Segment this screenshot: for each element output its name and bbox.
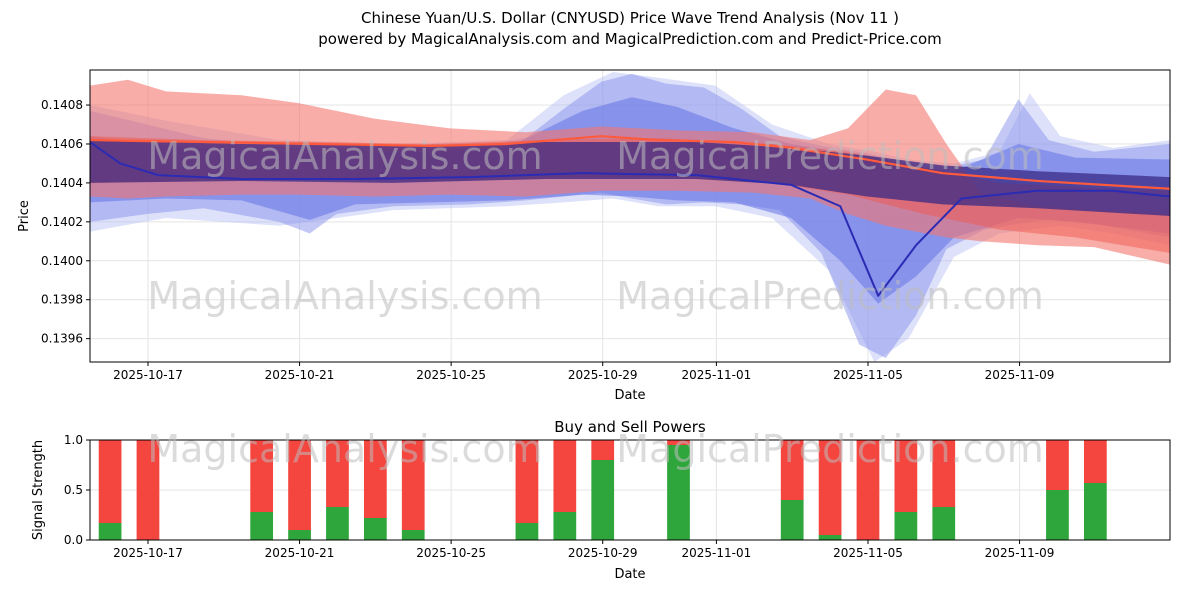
sell-power-bar bbox=[780, 440, 804, 500]
sell-power-bar bbox=[326, 440, 349, 507]
sell-power-bar bbox=[98, 440, 122, 523]
buy-power-bar bbox=[401, 530, 425, 540]
sell-power-bar bbox=[856, 440, 880, 540]
buy-power-bar bbox=[363, 518, 387, 540]
y-tick-label: 0.1402 bbox=[41, 215, 83, 229]
price-y-axis-label: Price bbox=[17, 200, 32, 232]
y-tick-label: 0.1400 bbox=[41, 254, 83, 268]
sell-power-bar bbox=[136, 440, 160, 540]
x-tick-label: 2025-10-25 bbox=[416, 368, 486, 382]
buy-power-bar bbox=[932, 507, 956, 540]
y-tick-label: 0.1408 bbox=[41, 98, 83, 112]
power-y-axis-label: Signal Strength bbox=[31, 440, 46, 540]
sell-power-bar bbox=[515, 440, 539, 523]
power-chart-title: Buy and Sell Powers bbox=[554, 418, 706, 436]
power-axes: 2025-10-17 2025-10-21 2025-10-25 2025-10-29… bbox=[64, 433, 1171, 560]
sell-power-bar bbox=[667, 440, 690, 445]
x-tick-label: 2025-10-17 bbox=[113, 368, 183, 382]
buy-power-bar bbox=[1083, 483, 1107, 540]
chart-subtitle: powered by MagicalAnalysis.com and Magic… bbox=[318, 30, 942, 48]
x-tick-label: 2025-10-17 bbox=[113, 546, 183, 560]
sell-trend-line bbox=[89, 135, 1171, 190]
x-tick-label: 2025-11-05 bbox=[833, 368, 903, 382]
x-tick-label: 2025-11-05 bbox=[833, 546, 903, 560]
buy-power-bar bbox=[250, 512, 274, 540]
sell-power-bar bbox=[553, 440, 577, 512]
chart-main-title: Chinese Yuan/U.S. Dollar (CNYUSD) Price … bbox=[360, 9, 900, 27]
trend-core-band bbox=[90, 140, 1170, 216]
y-tick-label: 1.0 bbox=[64, 433, 83, 447]
price-plot-area bbox=[89, 71, 1171, 363]
buy-power-bar bbox=[780, 500, 804, 540]
x-tick-label: 2025-11-01 bbox=[682, 546, 752, 560]
buy-wave-mid bbox=[90, 97, 1170, 304]
buy-power-bar bbox=[288, 530, 311, 540]
buy-power-bar bbox=[98, 523, 122, 540]
sell-power-bar bbox=[818, 440, 842, 535]
buy-power-bar bbox=[591, 460, 615, 540]
x-tick-label: 2025-11-09 bbox=[985, 546, 1055, 560]
price-x-axis-label: Date bbox=[614, 388, 645, 403]
buy-power-bar bbox=[818, 535, 842, 540]
y-tick-label: 0.0 bbox=[64, 533, 83, 547]
x-tick-label: 2025-10-29 bbox=[568, 368, 638, 382]
power-plot-area bbox=[98, 440, 1107, 540]
buy-trend-line bbox=[89, 141, 1171, 297]
buy-power-bar bbox=[667, 445, 690, 540]
buy-power-bar bbox=[515, 523, 539, 540]
y-tick-label: 0.5 bbox=[64, 483, 83, 497]
price-axes: 2025-10-17 2025-10-21 2025-10-25 2025-10-29… bbox=[41, 69, 1171, 382]
x-tick-label: 2025-10-29 bbox=[568, 546, 638, 560]
sell-power-bar bbox=[401, 440, 425, 530]
x-tick-label: 2025-11-09 bbox=[985, 368, 1055, 382]
y-tick-label: 0.1398 bbox=[41, 293, 83, 307]
buy-power-bar bbox=[894, 512, 918, 540]
y-tick-label: 0.1406 bbox=[41, 137, 83, 151]
sell-power-bar bbox=[288, 440, 311, 530]
y-tick-label: 0.1404 bbox=[41, 176, 83, 190]
buy-power-bar bbox=[1046, 490, 1069, 540]
x-tick-label: 2025-10-21 bbox=[265, 546, 335, 560]
sell-power-bar bbox=[894, 440, 918, 512]
buy-power-bar bbox=[553, 512, 577, 540]
sell-power-bar bbox=[932, 440, 956, 507]
x-tick-label: 2025-10-21 bbox=[265, 368, 335, 382]
x-tick-label: 2025-10-25 bbox=[416, 546, 486, 560]
plot-border bbox=[89, 69, 1171, 363]
y-tick-label: 0.1396 bbox=[41, 332, 83, 346]
sell-power-bar bbox=[1083, 440, 1107, 483]
buy-power-bar bbox=[326, 507, 349, 540]
sell-power-bar bbox=[363, 440, 387, 518]
sell-power-bar bbox=[591, 440, 615, 460]
power-x-axis-label: Date bbox=[614, 567, 645, 582]
sell-power-bar bbox=[250, 440, 274, 512]
x-tick-label: 2025-11-01 bbox=[682, 368, 752, 382]
sell-power-bar bbox=[1046, 440, 1069, 490]
